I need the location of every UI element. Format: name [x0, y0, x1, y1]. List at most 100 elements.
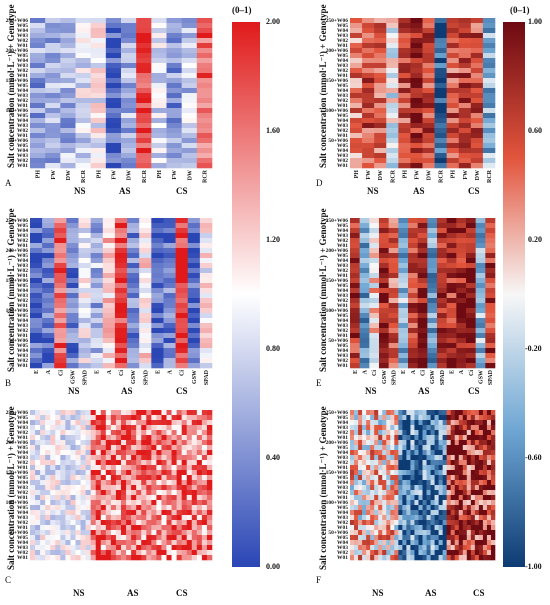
heatmap-cell	[121, 138, 137, 144]
heatmap-cell	[406, 545, 411, 551]
heatmap-cell	[131, 495, 137, 501]
heatmap-cell	[156, 545, 162, 551]
heatmap-cell	[141, 430, 147, 436]
heatmap-cell	[131, 420, 137, 426]
heatmap-cell	[390, 465, 395, 471]
heatmap-cell	[161, 475, 167, 481]
heatmap-cell	[187, 278, 201, 284]
heatmap-cell	[146, 530, 152, 536]
heatmap-cell	[485, 238, 496, 244]
heatmap-cell	[35, 530, 41, 536]
heatmap-cell	[350, 318, 360, 324]
heatmap-cell	[456, 228, 467, 234]
heatmap-cell	[30, 495, 36, 501]
heatmap-cell	[466, 228, 476, 234]
heatmap-cell	[466, 515, 472, 521]
row-label: 150+W06	[6, 78, 29, 84]
column-label: FW	[172, 170, 178, 180]
heatmap-cell	[121, 500, 127, 506]
heatmap-cell	[30, 58, 46, 64]
heatmap-cell	[80, 525, 86, 531]
heatmap-cell	[121, 420, 127, 426]
heatmap-cell	[350, 133, 363, 139]
heatmap-cell	[70, 415, 76, 421]
heatmap-cell	[80, 420, 86, 426]
heatmap-cell	[418, 490, 423, 496]
heatmap-cell	[110, 530, 117, 536]
heatmap-cell	[359, 268, 370, 274]
heatmap-cell	[181, 470, 188, 476]
row-label: W03	[337, 153, 348, 159]
heatmap-cell	[55, 440, 61, 446]
heatmap-cell	[171, 540, 177, 546]
heatmap-cell	[139, 358, 152, 364]
heatmap-cell	[90, 163, 107, 169]
heatmap-cell	[45, 68, 61, 74]
heatmap-cell	[388, 263, 399, 269]
heatmap-cell	[456, 348, 467, 354]
heatmap-cell	[358, 520, 363, 526]
heatmap-cell	[350, 278, 360, 284]
heatmap-cell	[166, 420, 172, 426]
column-label: Ci	[119, 370, 125, 376]
heatmap-cell	[490, 515, 496, 521]
heatmap-cell	[350, 420, 355, 426]
heatmap-cell	[434, 38, 447, 44]
heatmap-cell	[151, 445, 157, 451]
heatmap-cell	[466, 238, 476, 244]
heatmap-cell	[151, 38, 167, 44]
heatmap-cell	[458, 23, 472, 29]
heatmap-cell	[446, 328, 457, 334]
heatmap-cell	[105, 163, 122, 169]
heatmap-cell	[470, 58, 484, 64]
column-label: DW	[66, 170, 72, 180]
heatmap-cells	[350, 410, 496, 561]
heatmap-cell	[146, 445, 152, 451]
heatmap-cell	[485, 278, 496, 284]
row-label: W05	[17, 223, 28, 229]
heatmap-cell	[166, 43, 182, 49]
heatmap-cell	[482, 540, 488, 546]
heatmap-cell	[422, 28, 435, 34]
heatmap-cell	[398, 93, 411, 99]
heatmap-cell	[438, 455, 443, 461]
heatmap-cell	[408, 288, 418, 294]
heatmap-cell	[90, 288, 104, 294]
heatmap-cell	[366, 415, 371, 421]
heatmap-cell	[70, 555, 76, 561]
heatmap-cell	[65, 485, 71, 491]
heatmap-cell	[196, 58, 213, 64]
heatmap-cell	[75, 535, 81, 541]
heatmap-cell	[191, 465, 198, 471]
heatmap-cell	[462, 535, 468, 541]
heatmap-cell	[350, 460, 355, 466]
heatmap-cell	[374, 128, 387, 134]
heatmap-cell	[418, 520, 423, 526]
heatmap-cell	[30, 505, 36, 511]
heatmap-cell	[126, 450, 132, 456]
heatmap-cell	[139, 343, 152, 349]
heatmap-cell	[475, 238, 486, 244]
heatmap-cell	[379, 253, 389, 259]
heatmap-cell	[478, 430, 484, 436]
heatmap-cell	[121, 425, 127, 431]
heatmap-cell	[90, 520, 97, 526]
heatmap-cell	[175, 233, 189, 239]
heatmap-cell	[95, 555, 102, 561]
heatmap-cell	[187, 283, 201, 289]
heatmap-cell	[199, 353, 213, 359]
heatmap-cell	[151, 460, 157, 466]
heatmap-cell	[136, 23, 152, 29]
heatmap-cell	[486, 430, 492, 436]
heatmap-cell	[382, 495, 387, 501]
heatmap-cell	[456, 328, 467, 334]
heatmap-cell	[136, 540, 142, 546]
heatmap-cell	[186, 530, 193, 536]
heatmap-cell	[386, 68, 399, 74]
heatmap-cell	[115, 475, 122, 481]
heatmap-cell	[176, 445, 182, 451]
heatmap-cell	[110, 490, 117, 496]
heatmap-cell	[151, 293, 164, 299]
heatmap-cell	[466, 455, 472, 461]
heatmap-cell	[446, 298, 457, 304]
